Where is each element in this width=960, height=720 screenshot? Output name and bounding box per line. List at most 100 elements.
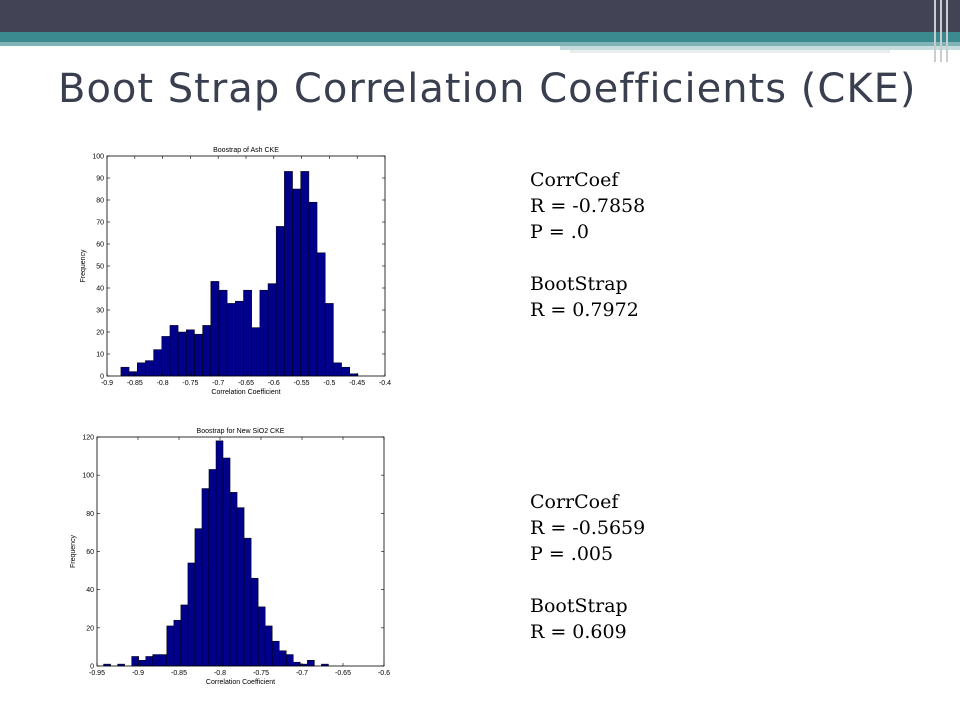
histogram-bar xyxy=(153,349,163,377)
y-tick-label: 60 xyxy=(96,242,104,249)
histogram-bar xyxy=(166,625,175,667)
x-axis-label: Correlation Coefficient xyxy=(206,679,275,686)
x-tick-label: -0.65 xyxy=(238,380,254,387)
histogram-bar xyxy=(243,537,252,667)
x-tick-label: -0.55 xyxy=(294,380,310,387)
histogram-bar xyxy=(235,300,244,377)
histogram-bar xyxy=(300,171,310,377)
histogram-bar xyxy=(236,507,245,667)
x-axis-label: Correlation Coefficient xyxy=(211,389,280,396)
x-tick-label: -0.85 xyxy=(127,380,143,387)
histogram-bar xyxy=(202,325,212,377)
histogram-bar xyxy=(131,656,139,667)
histogram-bar xyxy=(128,371,138,377)
top-header-bar xyxy=(0,0,960,32)
stats-p-value: P = .0 xyxy=(530,221,589,243)
y-tick-label: 50 xyxy=(96,264,104,271)
histogram-bar xyxy=(257,606,266,667)
histogram-bar xyxy=(161,336,171,377)
y-tick-label: 40 xyxy=(96,286,104,293)
histogram-bar xyxy=(286,654,294,667)
x-tick-label: -0.7 xyxy=(212,380,224,387)
histogram-bar xyxy=(278,650,287,667)
histogram-bar xyxy=(186,329,195,377)
y-tick-label: 100 xyxy=(92,154,104,161)
histogram-bar xyxy=(138,660,146,667)
histogram-bar xyxy=(152,654,161,667)
histogram-bar xyxy=(264,625,273,667)
x-tick-label: -0.7 xyxy=(296,670,308,677)
histogram-bar xyxy=(333,362,342,377)
y-tick-label: 100 xyxy=(82,473,94,480)
stats-heading: CorrCoef xyxy=(530,491,619,513)
slide-title: Boot Strap Correlation Coefficients (CKE… xyxy=(58,66,917,112)
x-tick-label: -0.4 xyxy=(379,380,391,387)
ash-histogram: Boostrap of Ash CKE -0.9 -0.85 -0.8 -0.75 -0.… xyxy=(74,138,400,398)
stats-block-sio2: CorrCoef R = -0.5659 P = .005 BootStrap … xyxy=(530,489,645,645)
y-tick-label: 0 xyxy=(100,374,104,381)
y-tick-label: 60 xyxy=(86,549,94,556)
histogram-bar xyxy=(120,366,130,377)
histogram-bar xyxy=(208,469,217,667)
chart-title: Boostrap for New SiO2 CKE xyxy=(197,428,285,435)
histogram-bar xyxy=(145,360,154,377)
stats-r-value: R = -0.7858 xyxy=(530,195,646,217)
y-tick-label: 70 xyxy=(96,220,104,227)
histogram-bar xyxy=(259,289,269,377)
x-tick-label: -0.8 xyxy=(214,670,226,677)
stats-p-value: P = .005 xyxy=(530,543,614,565)
stats-heading: CorrCoef xyxy=(530,169,619,191)
y-tick-label: 90 xyxy=(96,176,104,183)
histogram-bar xyxy=(271,640,280,667)
x-tick-label: -0.75 xyxy=(253,670,269,677)
histogram-bar xyxy=(243,289,252,377)
y-tick-label: 120 xyxy=(82,435,94,442)
stats-block-ash: CorrCoef R = -0.7858 P = .0 BootStrap R … xyxy=(530,167,645,323)
histogram-bar xyxy=(324,303,334,377)
histogram-bar xyxy=(307,660,315,667)
x-tick-label: -0.5 xyxy=(323,380,335,387)
histogram-bar xyxy=(284,171,293,377)
histogram-bar xyxy=(187,562,196,667)
histogram-bar xyxy=(308,201,318,377)
teal-accent-bar xyxy=(0,32,960,42)
x-tick-label: -0.65 xyxy=(335,670,351,677)
y-axis-label: Frequency xyxy=(70,534,77,568)
histogram-bar xyxy=(194,333,203,377)
x-tick-label: -0.6 xyxy=(378,670,390,677)
histogram-bar xyxy=(194,528,203,667)
histogram-bar xyxy=(341,366,350,377)
x-tick-label: -0.95 xyxy=(89,670,105,677)
histogram-bar xyxy=(177,331,187,377)
histogram-bar xyxy=(275,226,285,377)
histogram-bar xyxy=(201,488,210,667)
histogram-bar xyxy=(229,492,238,667)
histogram-bar xyxy=(180,604,189,667)
histogram-bar xyxy=(215,440,224,667)
bootstrap-r-value: R = 0.609 xyxy=(530,621,627,643)
x-tick-label: -0.8 xyxy=(157,380,169,387)
teal-accent-stripe xyxy=(0,42,960,46)
accent-highlight-line xyxy=(570,50,890,53)
histogram-bar xyxy=(136,362,146,377)
histogram-bar xyxy=(292,188,301,377)
x-tick-label: -0.9 xyxy=(101,380,113,387)
sio2-histogram: Boostrap for New SiO2 CKE -0.95 -0.9 -0.85 -… xyxy=(60,420,400,692)
edge-line xyxy=(940,0,942,62)
histogram-bar xyxy=(169,325,179,377)
histogram-bar xyxy=(251,327,261,377)
y-tick-label: 10 xyxy=(96,352,104,359)
y-axis-label: Frequency xyxy=(80,249,87,283)
y-tick-label: 20 xyxy=(96,330,104,337)
y-tick-label: 80 xyxy=(86,511,94,518)
histogram-bar xyxy=(145,656,154,667)
chart-title: Boostrap of Ash CKE xyxy=(213,147,279,154)
bootstrap-r-value: R = 0.7972 xyxy=(530,299,639,321)
bootstrap-heading: BootStrap xyxy=(530,595,628,617)
y-tick-label: 0 xyxy=(90,664,94,671)
histogram-bar xyxy=(250,577,259,667)
histogram-bar xyxy=(267,283,277,377)
histogram-bar xyxy=(210,281,220,377)
histogram-bar xyxy=(222,457,231,667)
y-tick-label: 20 xyxy=(86,625,94,632)
